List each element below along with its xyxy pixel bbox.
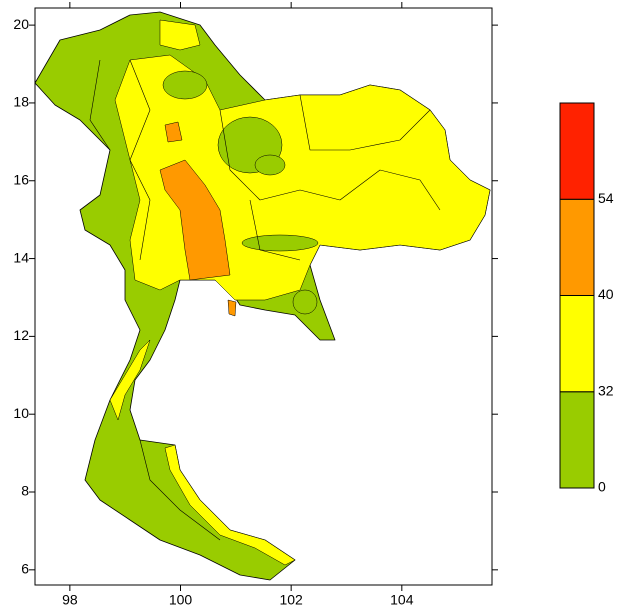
colorbar-label: 0 xyxy=(598,479,606,495)
zone-green xyxy=(254,154,286,176)
province-borders xyxy=(89,59,441,541)
y-tick-label: 18 xyxy=(13,94,29,110)
x-tick-label: 104 xyxy=(390,592,414,608)
y-tick-label: 6 xyxy=(21,561,29,577)
colorbar-label: 32 xyxy=(598,382,614,398)
zone-green xyxy=(292,289,318,315)
zone-yellow xyxy=(159,19,201,51)
x-tick-label: 100 xyxy=(169,592,193,608)
zone-yellow xyxy=(109,339,151,421)
colorbar-label: 40 xyxy=(598,286,614,302)
y-tick-label: 16 xyxy=(13,171,29,187)
y-tick-label: 20 xyxy=(13,16,29,32)
zone-green xyxy=(162,70,208,100)
colorbar-segment xyxy=(559,102,595,200)
zone-orange xyxy=(164,121,183,143)
y-tick-label: 14 xyxy=(13,249,29,265)
y-tick-label: 10 xyxy=(13,405,29,421)
y-tick-label: 12 xyxy=(13,327,29,343)
zone-orange xyxy=(159,159,231,281)
colorbar-segment xyxy=(559,198,595,296)
colorbar-label: 54 xyxy=(598,190,614,206)
colorbar-segment xyxy=(559,391,595,489)
zone-orange xyxy=(227,299,237,317)
map-frame xyxy=(34,7,493,586)
x-tick-label: 98 xyxy=(62,592,78,608)
map-shapes xyxy=(34,11,491,581)
zone-yellow xyxy=(164,444,296,566)
x-tick-label: 102 xyxy=(279,592,303,608)
zone-green xyxy=(241,234,319,252)
y-tick-label: 8 xyxy=(21,483,29,499)
colorbar-segment xyxy=(559,295,595,393)
